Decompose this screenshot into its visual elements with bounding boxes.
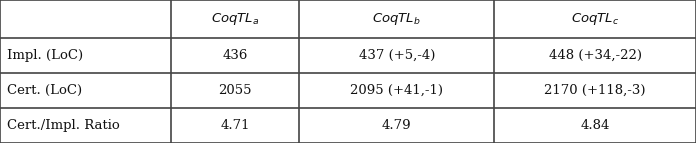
Text: 4.71: 4.71: [220, 119, 250, 132]
Text: Cert. (LoC): Cert. (LoC): [7, 84, 82, 97]
Text: $\mathit{CoqTL}_{a}$: $\mathit{CoqTL}_{a}$: [211, 11, 259, 27]
Text: 2095 (+41,-1): 2095 (+41,-1): [350, 84, 443, 97]
Text: 2170 (+118,-3): 2170 (+118,-3): [544, 84, 646, 97]
Text: 4.84: 4.84: [580, 119, 610, 132]
Text: $\mathit{CoqTL}_{c}$: $\mathit{CoqTL}_{c}$: [571, 11, 619, 27]
Text: 448 (+34,-22): 448 (+34,-22): [548, 49, 642, 62]
Text: $\mathit{CoqTL}_{b}$: $\mathit{CoqTL}_{b}$: [372, 11, 421, 27]
Text: Impl. (LoC): Impl. (LoC): [7, 49, 83, 62]
Text: 4.79: 4.79: [382, 119, 411, 132]
Text: 436: 436: [222, 49, 248, 62]
Text: 437 (+5,-4): 437 (+5,-4): [358, 49, 435, 62]
Text: 2055: 2055: [218, 84, 252, 97]
Text: Cert./Impl. Ratio: Cert./Impl. Ratio: [7, 119, 120, 132]
